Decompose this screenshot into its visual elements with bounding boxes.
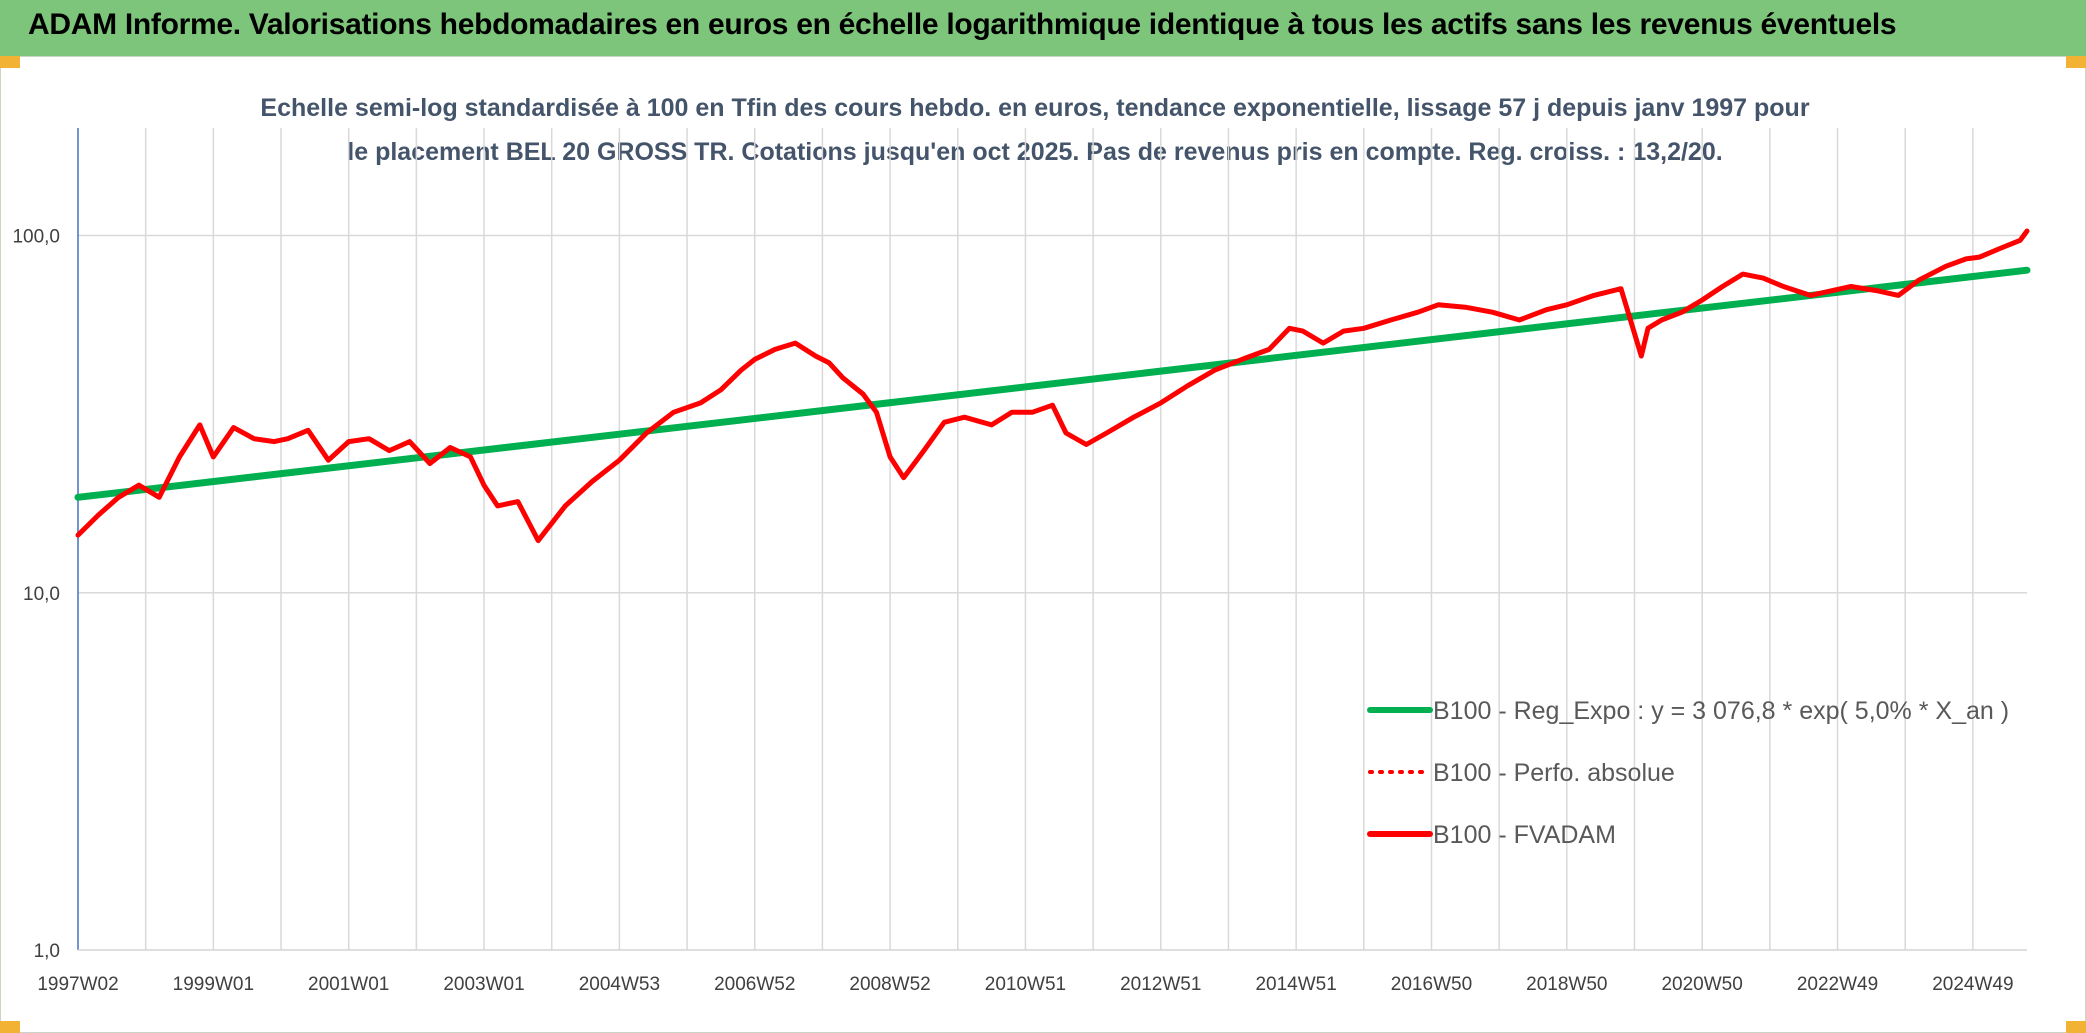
chart-grid <box>78 128 2027 951</box>
legend-label-2: B100 - FVADAM <box>1433 821 1616 849</box>
x-tick-label: 1997W02 <box>37 974 118 995</box>
x-tick-label: 2018W50 <box>1526 974 1607 995</box>
chart-axes <box>77 128 2027 951</box>
chart-legend: B100 - Reg_Expo : y = 3 076,8 * exp( 5,0… <box>1367 697 2009 849</box>
banner-title: ADAM Informe. Valorisations hebdomadaire… <box>28 8 1897 41</box>
x-tick-label: 2004W53 <box>579 974 660 995</box>
x-tick-label: 2003W01 <box>443 974 524 995</box>
x-tick-label: 2010W51 <box>985 974 1066 995</box>
y-tick-label: 1,0 <box>34 941 60 962</box>
series-line-0 <box>74 266 2031 501</box>
frame-corner <box>2066 56 2086 68</box>
x-axis-labels: 1997W02 1999W01 2001W01 2003W01 2004W53 2006W… <box>37 974 2013 995</box>
y-tick-label: 10,0 <box>23 584 60 605</box>
frame-corner <box>0 1021 20 1033</box>
x-tick-label: 2014W51 <box>1255 974 1336 995</box>
x-tick-label: 2024W49 <box>1932 974 2013 995</box>
frame-corner <box>2066 1021 2086 1033</box>
x-tick-label: 2001W01 <box>308 974 389 995</box>
y-axis-labels: 1,0 10,0 100,0 <box>12 227 60 962</box>
x-tick-label: 2020W50 <box>1661 974 1742 995</box>
frame-corner <box>0 56 20 68</box>
chart-title: Echelle semi-log standardisée à 100 en T… <box>260 94 1810 166</box>
series-line-2 <box>75 228 2030 544</box>
x-tick-label: 2012W51 <box>1120 974 1201 995</box>
chart-series <box>74 228 2031 544</box>
x-tick-label: 2008W52 <box>849 974 930 995</box>
x-tick-label: 2016W50 <box>1391 974 1472 995</box>
x-tick-label: 1999W01 <box>173 974 254 995</box>
legend-label-1: B100 - Perfo. absolue <box>1433 759 1675 787</box>
chart-frame <box>0 56 2086 1033</box>
title-banner: ADAM Informe. Valorisations hebdomadaire… <box>0 0 2086 57</box>
x-tick-label: 2022W49 <box>1797 974 1878 995</box>
y-tick-label: 100,0 <box>12 227 60 248</box>
x-tick-label: 2006W52 <box>714 974 795 995</box>
legend-label-0: B100 - Reg_Expo : y = 3 076,8 * exp( 5,0… <box>1433 697 2009 725</box>
